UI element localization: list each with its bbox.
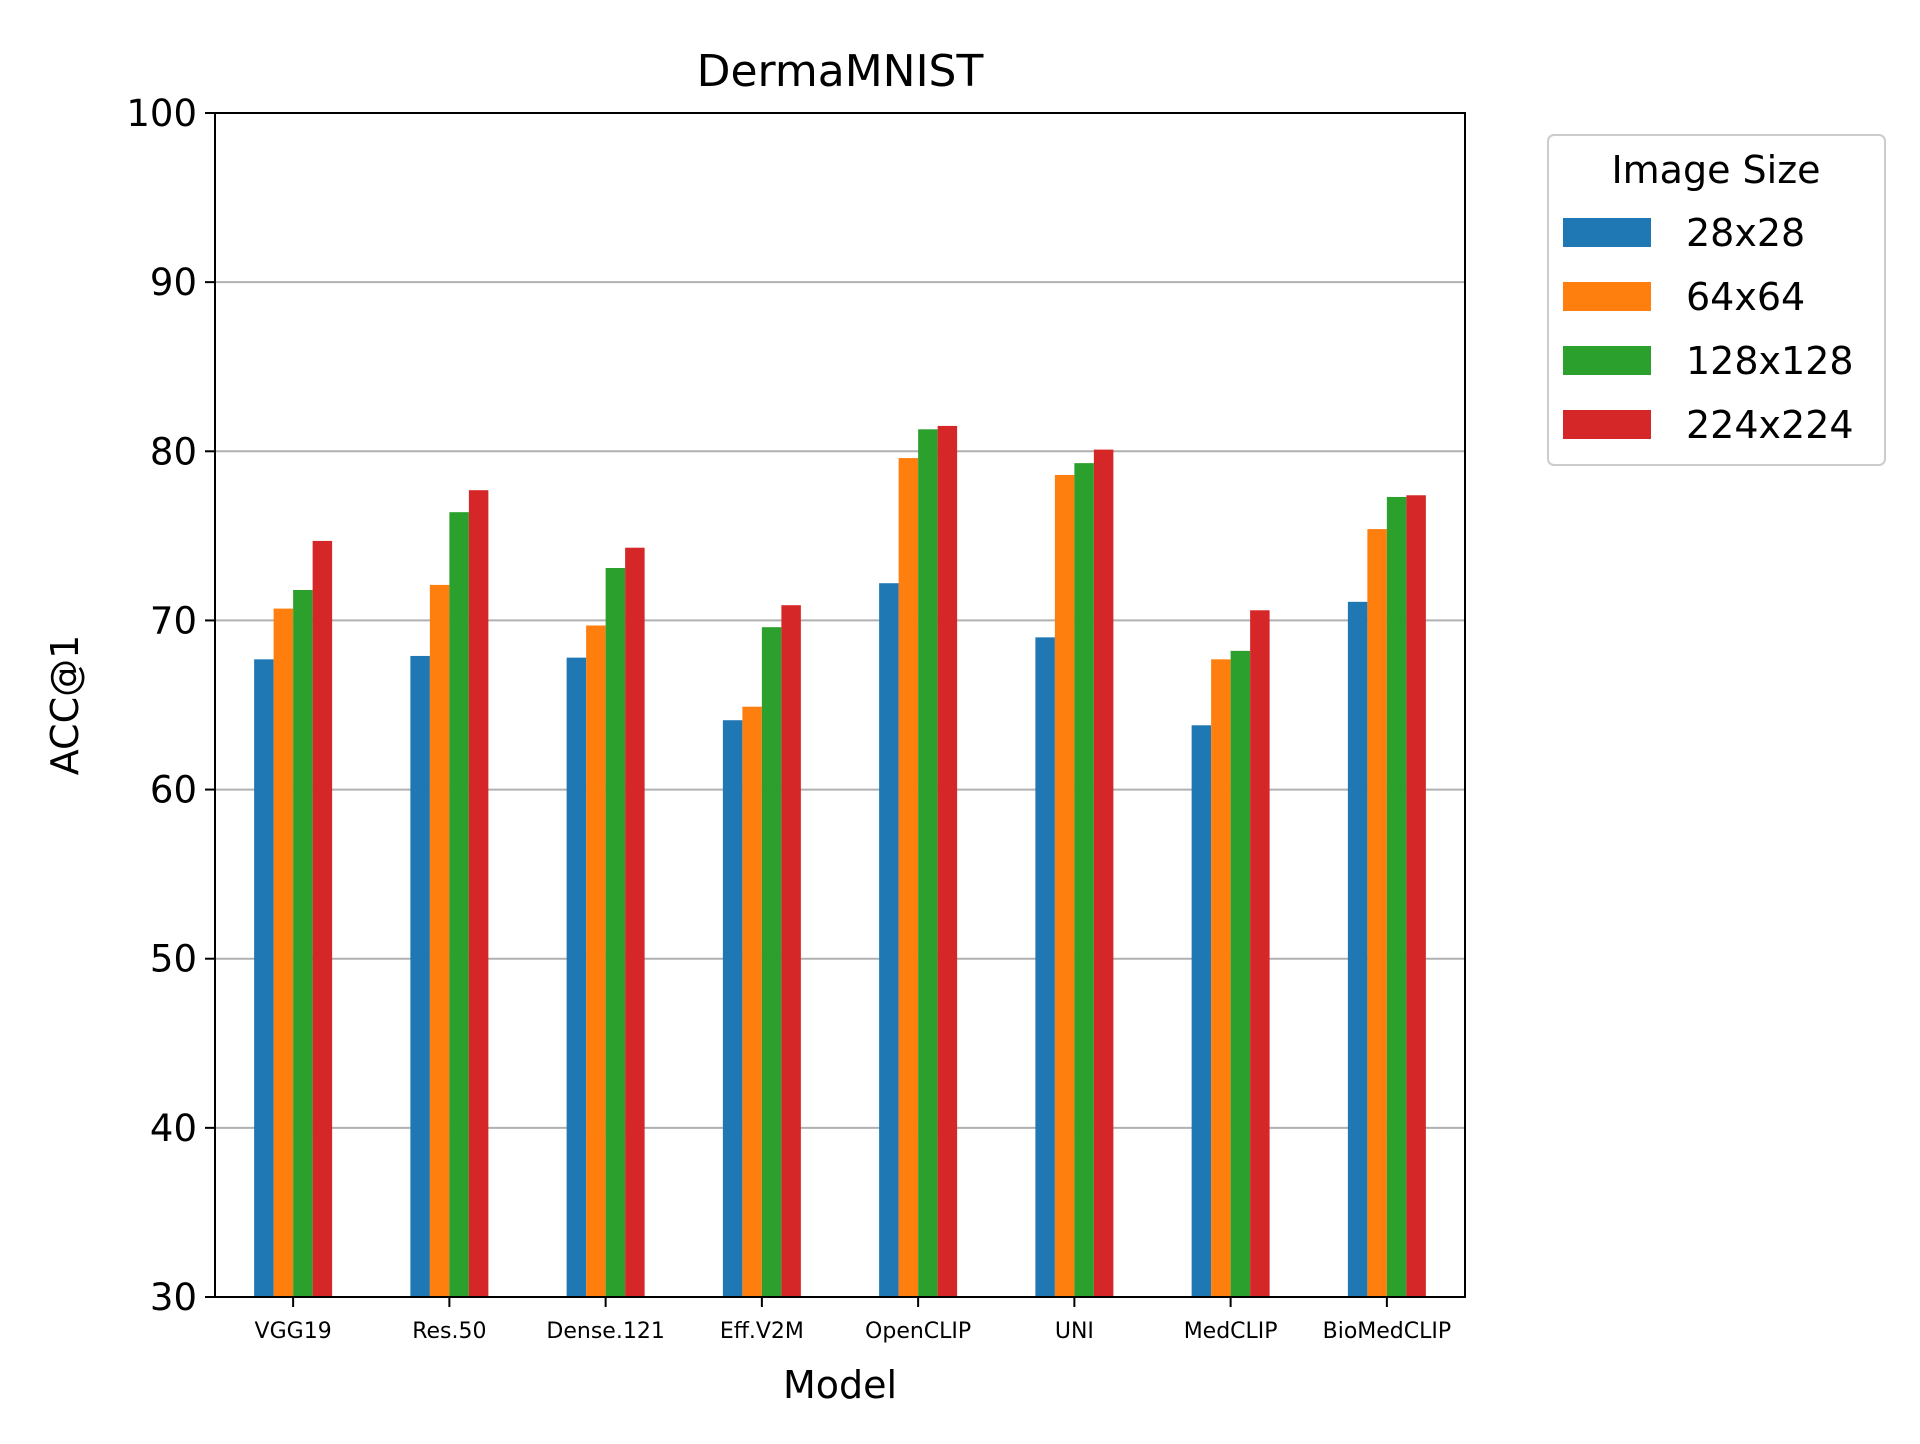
bar-224x224-MedCLIP bbox=[1250, 610, 1270, 1297]
bar-224x224-Res.50 bbox=[468, 490, 489, 1297]
bar-28x28-OpenCLIP bbox=[879, 583, 899, 1297]
bar-64x64-Res.50 bbox=[429, 584, 450, 1297]
bar-128x128-UNI bbox=[1074, 463, 1094, 1297]
y-axis-label: ACC@1 bbox=[43, 635, 87, 776]
legend-swatch-28x28 bbox=[1563, 218, 1651, 247]
bar-64x64-OpenCLIP bbox=[898, 458, 919, 1298]
bar-64x64-MedCLIP bbox=[1211, 659, 1231, 1297]
bars bbox=[254, 425, 1426, 1298]
legend-swatch-224x224 bbox=[1563, 410, 1651, 439]
legend-label: 28x28 bbox=[1686, 211, 1805, 255]
y-tick-label: 70 bbox=[150, 599, 197, 642]
bar-128x128-Eff.V2M bbox=[761, 627, 782, 1297]
legend-swatch-128x128 bbox=[1563, 346, 1651, 375]
bar-128x128-OpenCLIP bbox=[918, 429, 938, 1298]
bar-224x224-UNI bbox=[1093, 449, 1114, 1297]
chart-title: DermaMNIST bbox=[697, 46, 984, 97]
y-tick-label: 100 bbox=[126, 92, 197, 135]
bar-28x28-MedCLIP bbox=[1191, 725, 1212, 1297]
x-tick-label: Res.50 bbox=[412, 1319, 486, 1344]
bar-64x64-Eff.V2M bbox=[742, 706, 762, 1297]
y-tick-label: 40 bbox=[150, 1107, 197, 1150]
bar-28x28-VGG19 bbox=[254, 659, 274, 1297]
bar-28x28-Eff.V2M bbox=[722, 720, 743, 1297]
x-tick-label: BioMedCLIP bbox=[1323, 1319, 1452, 1344]
x-axis-ticks: VGG19 Res.50 Dense.121 Eff.V2M OpenCLIP UNI Me… bbox=[255, 1297, 1452, 1344]
legend-items: 28x28 64x64 128x128 224x224 bbox=[1563, 211, 1854, 447]
legend-label: 64x64 bbox=[1686, 275, 1805, 319]
x-tick-label: MedCLIP bbox=[1184, 1319, 1278, 1344]
bar-128x128-Res.50 bbox=[449, 512, 469, 1297]
legend: Image Size 28x28 64x64 128x128 224x224 bbox=[1547, 134, 1886, 466]
bar-64x64-VGG19 bbox=[273, 608, 294, 1297]
bar-224x224-Eff.V2M bbox=[781, 605, 801, 1297]
bar-224x224-VGG19 bbox=[312, 540, 333, 1297]
bar-28x28-Dense.121 bbox=[566, 657, 587, 1297]
x-axis-label: Model bbox=[783, 1363, 897, 1407]
bar-64x64-UNI bbox=[1054, 474, 1075, 1298]
y-tick-label: 80 bbox=[150, 430, 197, 473]
y-tick-label: 60 bbox=[150, 769, 197, 812]
bar-224x224-BioMedCLIP bbox=[1406, 495, 1426, 1298]
bar-28x28-Res.50 bbox=[410, 655, 430, 1297]
y-tick-label: 90 bbox=[150, 261, 197, 304]
bar-224x224-OpenCLIP bbox=[937, 425, 958, 1297]
plot-frame bbox=[214, 112, 1466, 1298]
legend-label: 224x224 bbox=[1686, 403, 1854, 447]
bar-28x28-BioMedCLIP bbox=[1347, 601, 1368, 1297]
x-tick-label: OpenCLIP bbox=[865, 1319, 971, 1344]
x-tick-label: Dense.121 bbox=[546, 1319, 664, 1344]
bar-224x224-Dense.121 bbox=[625, 547, 645, 1297]
bar-64x64-BioMedCLIP bbox=[1367, 529, 1387, 1297]
y-tick-label: 30 bbox=[150, 1276, 197, 1319]
bar-64x64-Dense.121 bbox=[586, 625, 606, 1297]
legend-title: Image Size bbox=[1611, 148, 1820, 192]
x-tick-label: VGG19 bbox=[255, 1319, 332, 1344]
bar-128x128-BioMedCLIP bbox=[1386, 496, 1407, 1297]
x-tick-label: UNI bbox=[1055, 1319, 1094, 1344]
y-tick-label: 50 bbox=[150, 938, 197, 981]
x-tick-label: Eff.V2M bbox=[720, 1319, 804, 1344]
bar-128x128-VGG19 bbox=[293, 589, 313, 1297]
legend-swatch-64x64 bbox=[1563, 282, 1651, 311]
y-axis-ticks: 30 40 50 60 70 80 90 100 bbox=[126, 92, 215, 1319]
legend-frame bbox=[1547, 134, 1886, 466]
legend-label: 128x128 bbox=[1686, 339, 1854, 383]
bar-128x128-Dense.121 bbox=[605, 567, 626, 1297]
bar-128x128-MedCLIP bbox=[1230, 650, 1251, 1297]
bar-28x28-UNI bbox=[1035, 637, 1055, 1297]
